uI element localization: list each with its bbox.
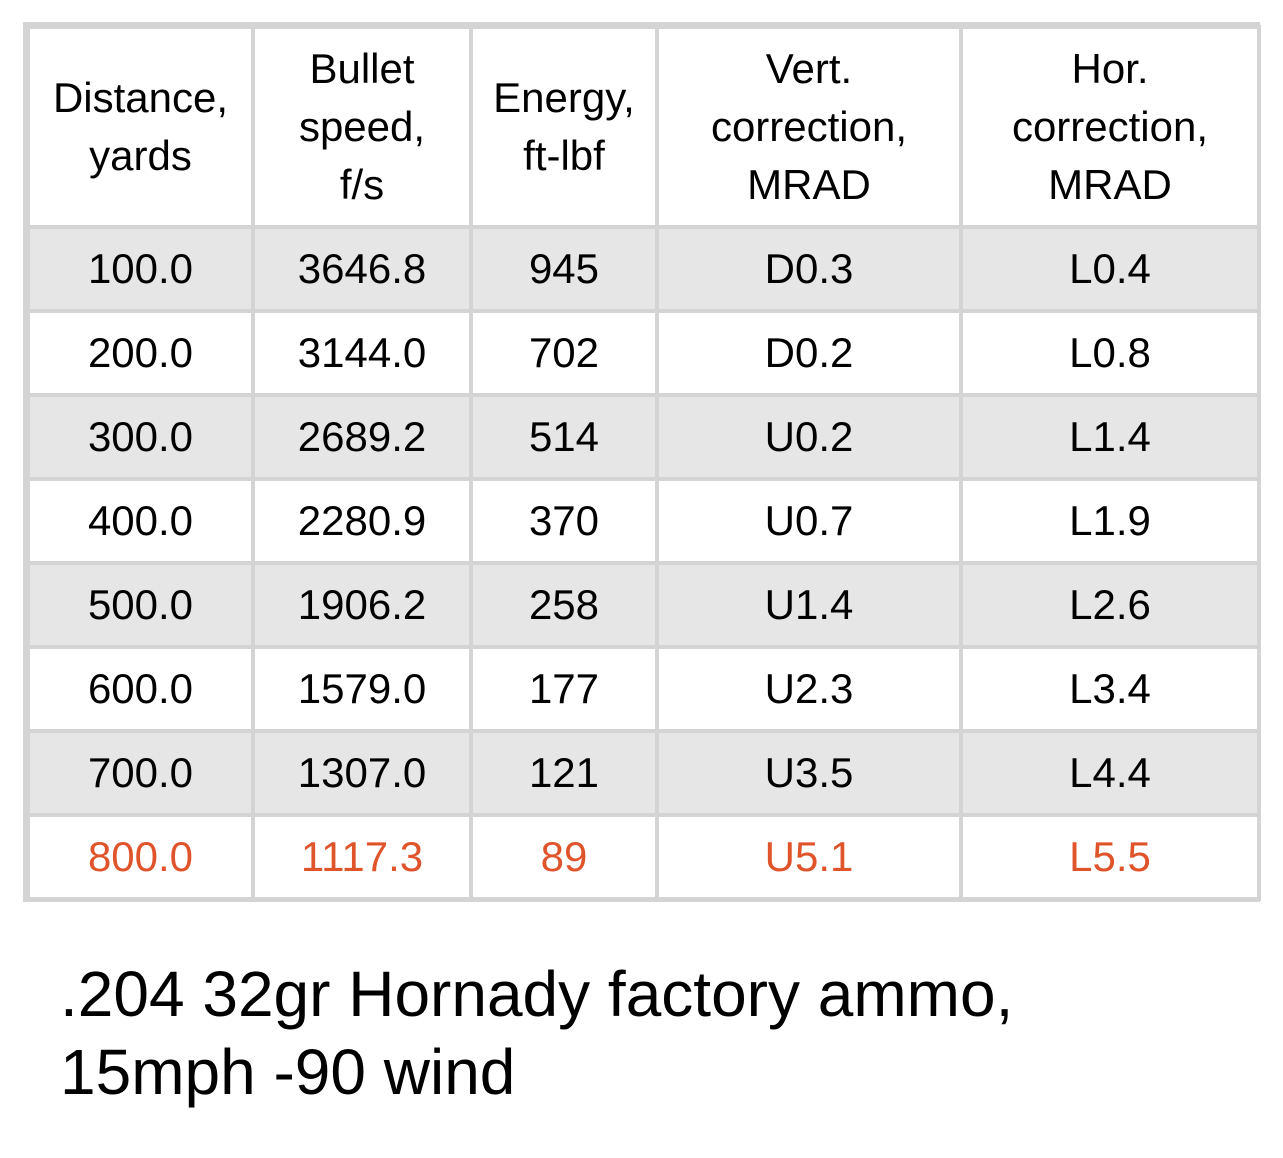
cell-bullet-speed: 1117.3 — [251, 813, 473, 901]
header-vert-correction: Vert. correction, MRAD — [655, 25, 963, 229]
cell-distance: 600.0 — [26, 645, 255, 733]
cell-distance: 700.0 — [26, 729, 255, 817]
cell-distance: 200.0 — [26, 309, 255, 397]
header-line: Bullet — [309, 45, 415, 92]
header-line: Distance, — [52, 74, 229, 121]
table-row: 100.0 3646.8 945 D0.3 L0.4 — [26, 225, 1261, 313]
cell-hor-correction: L4.4 — [959, 729, 1261, 817]
header-line: f/s — [339, 161, 385, 208]
cell-vert-correction: U2.3 — [655, 645, 963, 733]
ballistics-table: Distance, yards Bullet speed, f/s Energy, ft… — [26, 25, 1261, 901]
cell-hor-correction: L2.6 — [959, 561, 1261, 649]
table-row: 800.0 1117.3 89 U5.1 L5.5 — [26, 813, 1261, 901]
table-row: 500.0 1906.2 258 U1.4 L2.6 — [26, 561, 1261, 649]
cell-hor-correction: L0.8 — [959, 309, 1261, 397]
table-row: 600.0 1579.0 177 U2.3 L3.4 — [26, 645, 1261, 733]
cell-hor-correction: L5.5 — [959, 813, 1261, 901]
header-line: yards — [89, 132, 192, 179]
cell-bullet-speed: 1579.0 — [251, 645, 473, 733]
caption-line-1: .204 32gr Hornady factory ammo, — [60, 958, 1014, 1030]
cell-energy: 370 — [469, 477, 659, 565]
cell-energy: 89 — [469, 813, 659, 901]
header-line: MRAD — [747, 161, 871, 208]
cell-bullet-speed: 1906.2 — [251, 561, 473, 649]
cell-distance: 300.0 — [26, 393, 255, 481]
ballistics-table-container: Distance, yards Bullet speed, f/s Energy, ft… — [23, 22, 1261, 902]
table-row: 300.0 2689.2 514 U0.2 L1.4 — [26, 393, 1261, 481]
cell-vert-correction: U1.4 — [655, 561, 963, 649]
header-line: Hor. — [1071, 45, 1149, 92]
header-row: Distance, yards Bullet speed, f/s Energy, ft… — [26, 25, 1261, 229]
caption-line-2: 15mph -90 wind — [60, 1036, 516, 1108]
header-line: correction, — [1011, 103, 1209, 150]
cell-distance: 400.0 — [26, 477, 255, 565]
cell-hor-correction: L0.4 — [959, 225, 1261, 313]
header-hor-correction: Hor. correction, MRAD — [959, 25, 1261, 229]
cell-energy: 514 — [469, 393, 659, 481]
header-line: MRAD — [1048, 161, 1172, 208]
cell-hor-correction: L3.4 — [959, 645, 1261, 733]
cell-vert-correction: D0.3 — [655, 225, 963, 313]
header-line: speed, — [298, 103, 426, 150]
cell-hor-correction: L1.9 — [959, 477, 1261, 565]
table-row: 200.0 3144.0 702 D0.2 L0.8 — [26, 309, 1261, 397]
table-row: 400.0 2280.9 370 U0.7 L1.9 — [26, 477, 1261, 565]
cell-vert-correction: D0.2 — [655, 309, 963, 397]
header-line: ft-lbf — [523, 132, 605, 179]
cell-energy: 177 — [469, 645, 659, 733]
cell-hor-correction: L1.4 — [959, 393, 1261, 481]
header-energy: Energy, ft-lbf — [469, 25, 659, 229]
cell-energy: 945 — [469, 225, 659, 313]
header-bullet-speed: Bullet speed, f/s — [251, 25, 473, 229]
cell-bullet-speed: 2689.2 — [251, 393, 473, 481]
cell-distance: 800.0 — [26, 813, 255, 901]
header-distance: Distance, yards — [26, 25, 255, 229]
cell-energy: 121 — [469, 729, 659, 817]
cell-vert-correction: U0.2 — [655, 393, 963, 481]
cell-energy: 258 — [469, 561, 659, 649]
table-body: 100.0 3646.8 945 D0.3 L0.4 200.0 3144.0 702 D0.2… — [26, 225, 1261, 901]
cell-energy: 702 — [469, 309, 659, 397]
header-line: correction, — [710, 103, 908, 150]
header-line: Energy, — [493, 74, 635, 121]
table-row: 700.0 1307.0 121 U3.5 L4.4 — [26, 729, 1261, 817]
caption: .204 32gr Hornady factory ammo, 15mph -9… — [60, 955, 1240, 1111]
cell-bullet-speed: 3646.8 — [251, 225, 473, 313]
cell-bullet-speed: 2280.9 — [251, 477, 473, 565]
cell-distance: 500.0 — [26, 561, 255, 649]
header-line: Vert. — [765, 45, 853, 92]
cell-vert-correction: U5.1 — [655, 813, 963, 901]
cell-bullet-speed: 1307.0 — [251, 729, 473, 817]
cell-vert-correction: U0.7 — [655, 477, 963, 565]
cell-vert-correction: U3.5 — [655, 729, 963, 817]
cell-bullet-speed: 3144.0 — [251, 309, 473, 397]
cell-distance: 100.0 — [26, 225, 255, 313]
